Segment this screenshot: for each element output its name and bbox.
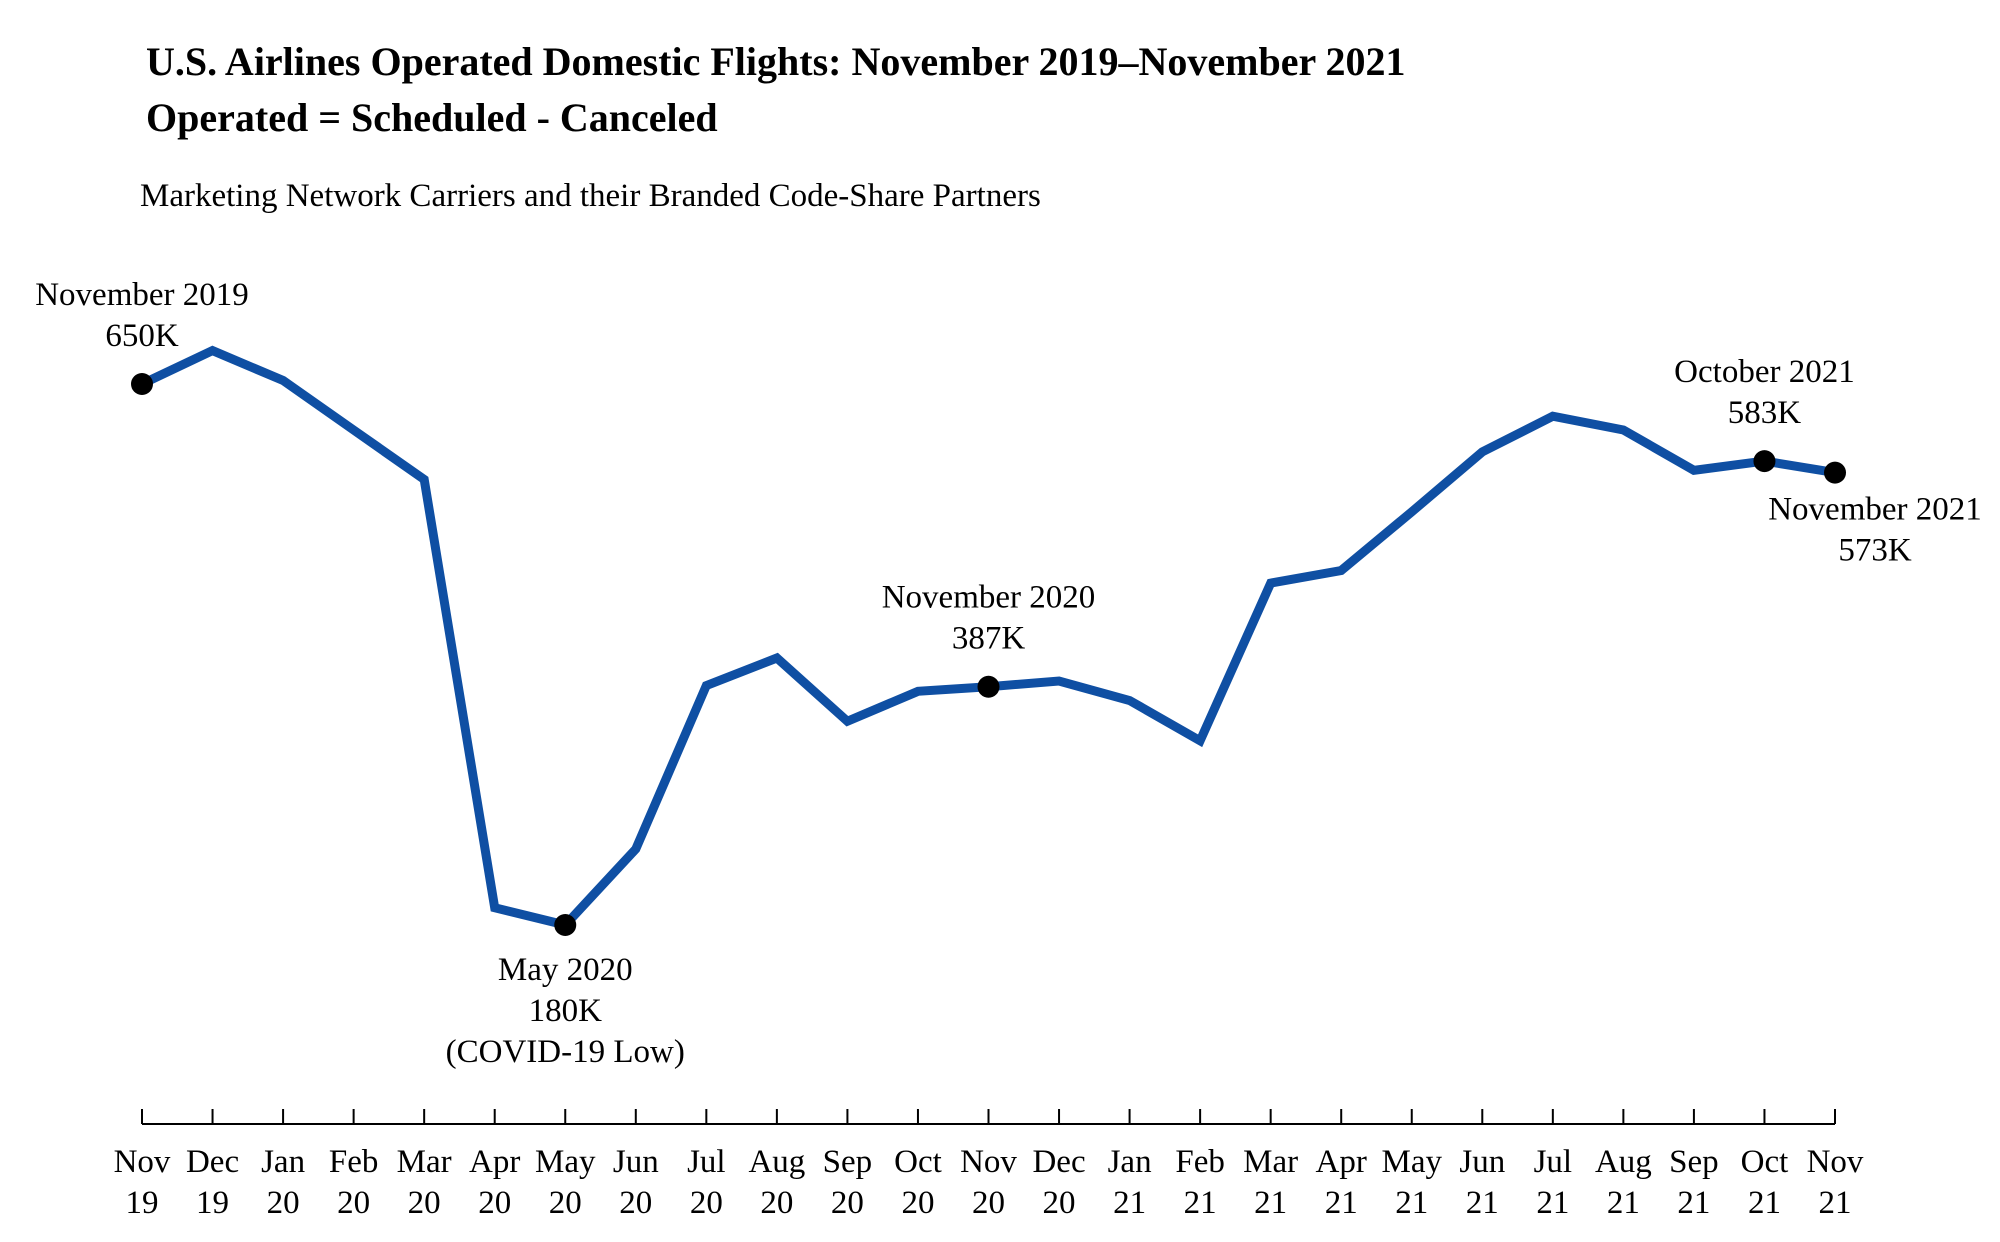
x-tick-label-month: Nov — [1807, 1144, 1864, 1180]
x-tick-label-month: Jan — [1108, 1144, 1152, 1180]
x-tick-label-year: 20 — [549, 1185, 582, 1221]
x-tick-label-month: May — [1382, 1144, 1443, 1180]
data-label-line: 387K — [952, 621, 1026, 657]
data-label-line: October 2021 — [1674, 354, 1855, 390]
x-tick-label-year: 21 — [1184, 1185, 1217, 1221]
x-tick-label-month: Oct — [894, 1144, 942, 1180]
data-label-line: November 2020 — [882, 580, 1096, 616]
x-tick-label-month: Dec — [186, 1144, 239, 1180]
data-label-line: November 2019 — [35, 277, 249, 313]
x-tick-label-year: 20 — [901, 1185, 934, 1221]
x-tick-label-year: 21 — [1395, 1185, 1428, 1221]
x-tick-label-year: 21 — [1113, 1185, 1146, 1221]
data-label-line: 583K — [1728, 395, 1802, 431]
data-label-line: 650K — [105, 318, 179, 354]
x-tick-label-month: Jan — [261, 1144, 305, 1180]
chart-caption: Marketing Network Carriers and their Bra… — [140, 178, 1041, 214]
x-tick-label-year: 19 — [196, 1185, 229, 1221]
x-tick-label-month: Mar — [1243, 1144, 1298, 1180]
x-tick-label-month: Apr — [469, 1144, 520, 1180]
x-tick-label-year: 21 — [1607, 1185, 1640, 1221]
x-tick-label-year: 21 — [1325, 1185, 1358, 1221]
x-tick-label-year: 21 — [1466, 1185, 1499, 1221]
data-point-marker — [131, 373, 153, 395]
x-tick-label-month: Dec — [1032, 1144, 1085, 1180]
x-tick-label-month: Nov — [114, 1144, 171, 1180]
chart-subtitle: Operated = Scheduled - Canceled — [146, 95, 718, 140]
x-tick-label-month: Apr — [1316, 1144, 1367, 1180]
x-tick-label-year: 21 — [1819, 1185, 1852, 1221]
x-tick-label-month: Feb — [329, 1144, 379, 1180]
data-label-line: 180K — [529, 993, 603, 1029]
x-tick-label-year: 20 — [972, 1185, 1005, 1221]
x-tick-label-month: Jul — [687, 1144, 726, 1180]
x-tick-label-month: Sep — [823, 1144, 873, 1180]
x-tick-label-month: May — [535, 1144, 596, 1180]
annotation-layer: November 2019 650K May 2020 180K (COVID-19 L… — [35, 277, 1982, 1070]
x-tick-label-month: Aug — [748, 1144, 805, 1180]
x-tick-label-year: 21 — [1536, 1185, 1569, 1221]
data-point-marker — [554, 914, 577, 936]
chart-title: U.S. Airlines Operated Domestic Flights:… — [146, 39, 1406, 84]
x-tick-label-month: Sep — [1669, 1144, 1719, 1180]
data-label-line: November 2021 — [1768, 492, 1982, 528]
x-tick-label-month: Jun — [613, 1144, 659, 1180]
data-label-line: 573K — [1838, 533, 1912, 569]
data-label: November 2019 650K — [35, 277, 249, 354]
x-tick-label-year: 20 — [478, 1185, 511, 1221]
data-point-marker — [1824, 461, 1846, 484]
data-point-marker — [1753, 450, 1776, 473]
x-tick-label-month: Feb — [1175, 1144, 1225, 1180]
data-label: November 2021 573K — [1768, 492, 1982, 569]
x-axis: Nov 19 Dec 19 Jan 20 Feb 20 Mar 20 Apr 20 May 20 Jun 20… — [114, 1109, 1864, 1221]
data-label-line: (COVID-19 Low) — [446, 1034, 685, 1070]
x-tick-label-year: 21 — [1254, 1185, 1287, 1221]
x-tick-label-year: 20 — [760, 1185, 793, 1221]
data-label: October 2021 583K — [1674, 354, 1855, 431]
x-tick-label-year: 20 — [1043, 1185, 1076, 1221]
data-label: November 2020 387K — [882, 580, 1096, 657]
data-label: May 2020 180K (COVID-19 Low) — [446, 952, 685, 1070]
x-tick-label-month: Oct — [1741, 1144, 1789, 1180]
x-tick-label-year: 20 — [831, 1185, 864, 1221]
x-tick-label-month: Jun — [1459, 1144, 1505, 1180]
x-tick-label-year: 20 — [408, 1185, 441, 1221]
x-tick-label-year: 19 — [126, 1185, 159, 1221]
x-tick-label-month: Nov — [960, 1144, 1017, 1180]
x-tick-label-year: 20 — [337, 1185, 370, 1221]
x-tick-label-month: Jul — [1534, 1144, 1573, 1180]
marker-layer — [131, 373, 1846, 936]
x-tick-label-month: Mar — [397, 1144, 452, 1180]
x-tick-label-year: 20 — [619, 1185, 652, 1221]
x-tick-label-year: 20 — [690, 1185, 723, 1221]
data-point-marker — [977, 675, 1000, 698]
data-label-line: May 2020 — [498, 952, 633, 988]
x-tick-label-year: 21 — [1748, 1185, 1781, 1221]
x-tick-label-year: 21 — [1677, 1185, 1710, 1221]
x-tick-label-month: Aug — [1595, 1144, 1652, 1180]
x-tick-label-year: 20 — [267, 1185, 300, 1221]
